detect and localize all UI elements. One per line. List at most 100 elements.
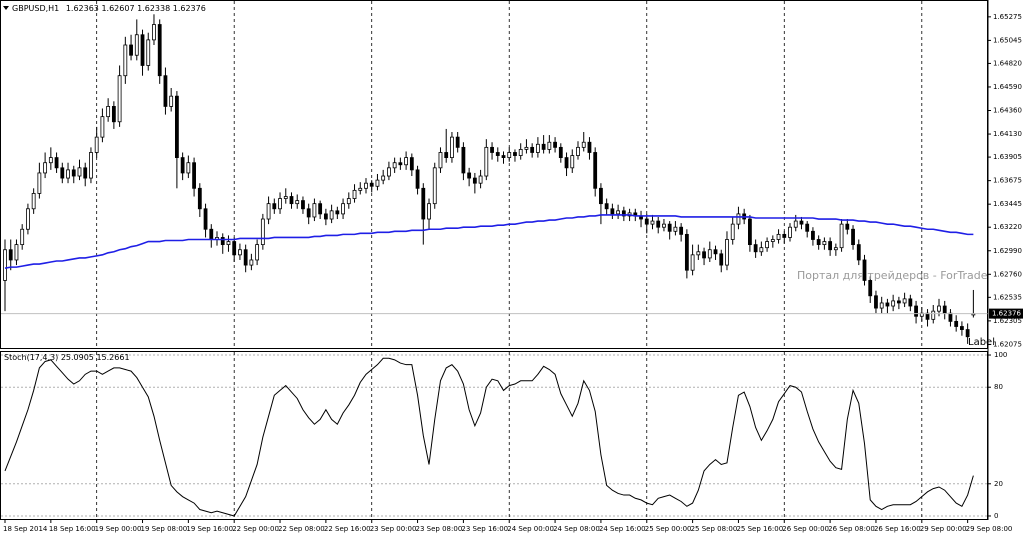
candle-body — [765, 241, 769, 249]
candle-body — [31, 193, 36, 210]
candle-body — [364, 182, 368, 189]
candle-body — [599, 187, 603, 205]
candle-body — [856, 244, 861, 261]
x-tick-label: 23 Sep 16:00 — [461, 525, 508, 533]
x-tick-label: 25 Sep 16:00 — [736, 525, 783, 533]
ohlc-high: 1.62607 — [101, 4, 134, 13]
x-tick-label: 22 Sep 00:00 — [232, 525, 279, 533]
candle-body — [48, 157, 53, 164]
candle-body — [553, 141, 557, 148]
candle-body — [713, 249, 718, 255]
candle-body — [770, 239, 775, 242]
candle-body — [100, 116, 105, 138]
candle-body — [748, 218, 752, 246]
x-tick-label: 19 Sep 08:00 — [141, 525, 188, 533]
candle-body — [776, 233, 781, 240]
candle-body — [37, 172, 42, 194]
candle-body — [501, 155, 506, 158]
candle-body — [335, 210, 340, 215]
candle-body — [793, 220, 798, 228]
candle-body — [885, 302, 890, 307]
y-tick-label: 1.63220 — [993, 223, 1022, 231]
candle-body — [891, 300, 896, 307]
candle-body — [828, 241, 833, 251]
candle-body — [908, 298, 913, 307]
candle-body — [169, 95, 174, 107]
candle-body — [278, 198, 282, 210]
candle-body — [106, 106, 111, 118]
candle-body — [822, 241, 827, 246]
y-tick-label: 1.64360 — [993, 107, 1022, 115]
candle-body — [312, 203, 317, 218]
candle-body — [352, 189, 357, 199]
stoch-signal: 15.2661 — [96, 353, 129, 362]
candle-body — [60, 167, 65, 179]
candle-body — [94, 136, 99, 153]
candle-body — [220, 237, 225, 246]
candle-body — [839, 223, 844, 249]
candle-body — [152, 24, 156, 41]
y-tick-label: 0 — [994, 512, 998, 520]
candle-body — [375, 179, 380, 187]
candle-body — [301, 200, 305, 210]
candle-body — [146, 39, 151, 66]
candle-body — [197, 187, 202, 210]
y-tick-label: 1.62760 — [993, 270, 1022, 278]
candle-body — [725, 239, 729, 266]
ohlc-low: 1.62338 — [137, 4, 170, 13]
candle-body — [398, 162, 403, 166]
candle-body — [318, 203, 323, 215]
candle-body — [192, 162, 196, 189]
candle-body — [358, 187, 363, 191]
ohlc-close: 1.62376 — [173, 4, 206, 13]
price-axis — [988, 0, 1024, 536]
candle-body — [66, 169, 70, 179]
candle-body — [8, 249, 13, 261]
candle-body — [541, 143, 546, 150]
candle-body — [306, 208, 311, 218]
y-tick-label: 1.65275 — [993, 13, 1022, 21]
stochastic-line — [4, 357, 974, 517]
candle-body — [71, 169, 76, 177]
candle-body — [129, 44, 133, 56]
watermark: Портал для трейдеров - ForTrader.ru — [797, 269, 1006, 282]
candle-body — [3, 249, 7, 281]
candle-body — [186, 162, 191, 174]
candle-body — [954, 320, 959, 327]
y-tick-label: 1.63445 — [993, 200, 1022, 208]
moving-average — [4, 214, 974, 269]
stoch-value: 25.0905 — [61, 353, 94, 362]
candle-body — [570, 155, 575, 169]
candle-body — [851, 228, 855, 246]
candle-body — [593, 152, 598, 189]
candle-body — [272, 203, 277, 210]
x-tick-label: 26 Sep 00:00 — [782, 525, 829, 533]
candle-body — [484, 146, 489, 177]
candle-body — [243, 249, 248, 266]
candle-body — [679, 226, 684, 235]
candle-body — [736, 213, 741, 225]
stoch-header: Stoch(17,4,3) 25.0905 15.2661 — [4, 353, 130, 362]
y-tick-label: 80 — [994, 383, 1003, 391]
candle-body — [673, 226, 678, 232]
candle-body — [518, 149, 523, 156]
candle-body — [123, 44, 128, 77]
x-tick-label: 26 Sep 16:00 — [874, 525, 921, 533]
x-tick-label: 25 Sep 00:00 — [645, 525, 692, 533]
candle-body — [702, 251, 706, 259]
candle-body — [232, 241, 237, 256]
candle-body — [684, 233, 689, 271]
candle-body — [845, 223, 850, 230]
candle-body — [662, 223, 666, 228]
candle-body — [730, 223, 735, 240]
x-tick-label: 18 Sep 2014 — [3, 525, 48, 533]
x-tick-label: 22 Sep 16:00 — [324, 525, 371, 533]
candle-body — [868, 280, 873, 297]
candle-body — [20, 228, 25, 246]
y-tick-label: 1.62305 — [993, 317, 1022, 325]
y-tick-label: 1.63675 — [993, 177, 1022, 185]
current-price-box — [989, 308, 1023, 319]
x-tick-label: 19 Sep 16:00 — [186, 525, 233, 533]
